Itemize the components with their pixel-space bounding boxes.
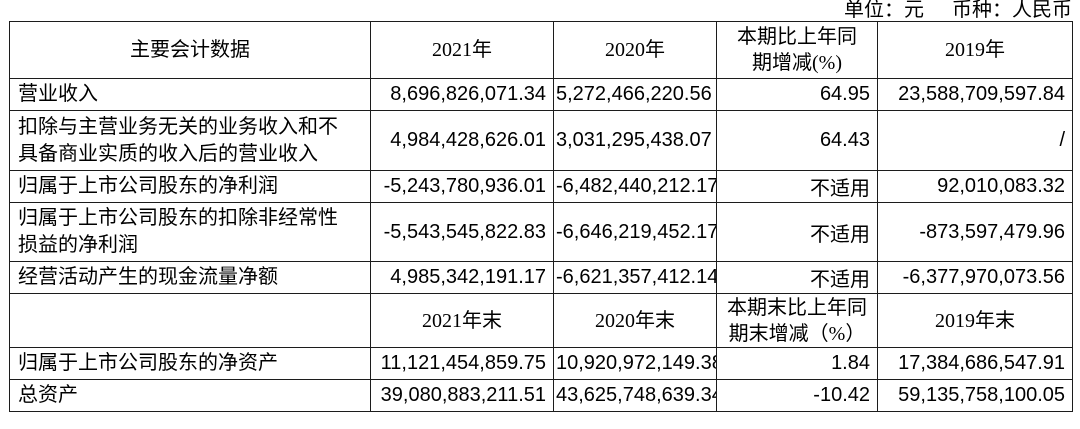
value-2019: 23,588,709,597.84 <box>877 78 1073 111</box>
value-2020: -6,621,357,412.14 <box>553 261 717 294</box>
col-header-blank <box>9 293 371 348</box>
col-header-2019-end: 2019年末 <box>877 293 1073 348</box>
col-header-metric: 主要会计数据 <box>9 21 371 79</box>
value-2020: 3,031,295,438.07 <box>553 110 717 171</box>
table-row: 扣除与主营业务无关的业务收入和不具备商业实质的收入后的营业收入 4,984,42… <box>9 110 1073 171</box>
value-2019: -6,377,970,073.56 <box>877 261 1073 294</box>
value-change: 不适用 <box>716 202 878 262</box>
value-2019: / <box>877 110 1073 171</box>
value-2020-end: 43,625,748,639.34 <box>553 379 717 412</box>
row-label: 经营活动产生的现金流量净额 <box>9 261 371 294</box>
value-2021: -5,543,545,822.83 <box>370 202 554 262</box>
row-label: 营业收入 <box>9 78 371 111</box>
col-header-endpoint-change: 本期末比上年同期末增减（%） <box>716 293 878 348</box>
value-change: 1.84 <box>716 347 878 380</box>
value-2021: 4,984,428,626.01 <box>370 110 554 171</box>
value-2021-end: 11,121,454,859.75 <box>370 347 554 380</box>
value-2019-end: 59,135,758,100.05 <box>877 379 1073 412</box>
value-2021: 4,985,342,191.17 <box>370 261 554 294</box>
value-change: 64.43 <box>716 110 878 171</box>
row-label: 归属于上市公司股东的净利润 <box>9 170 371 203</box>
value-2019-end: 17,384,686,547.91 <box>877 347 1073 380</box>
table-row: 总资产 39,080,883,211.51 43,625,748,639.34 … <box>9 379 1073 412</box>
row-label: 扣除与主营业务无关的业务收入和不具备商业实质的收入后的营业收入 <box>9 110 371 171</box>
row-label: 归属于上市公司股东的净资产 <box>9 347 371 380</box>
table-row: 归属于上市公司股东的净利润 -5,243,780,936.01 -6,482,4… <box>9 170 1073 203</box>
value-2019: -873,597,479.96 <box>877 202 1073 262</box>
table-row: 经营活动产生的现金流量净额 4,985,342,191.17 -6,621,35… <box>9 261 1073 294</box>
col-header-2020: 2020年 <box>553 21 717 79</box>
endpoint-header-row: 2021年末 2020年末 本期末比上年同期末增减（%） 2019年末 <box>9 293 1073 348</box>
value-2021-end: 39,080,883,211.51 <box>370 379 554 412</box>
col-header-2019: 2019年 <box>877 21 1073 79</box>
value-change: 不适用 <box>716 261 878 294</box>
table-row: 归属于上市公司股东的净资产 11,121,454,859.75 10,920,9… <box>9 347 1073 380</box>
table-row: 营业收入 8,696,826,071.34 5,272,466,220.56 6… <box>9 78 1073 111</box>
row-label: 总资产 <box>9 379 371 412</box>
value-change: 不适用 <box>716 170 878 203</box>
table-row: 归属于上市公司股东的扣除非经常性损益的净利润 -5,543,545,822.83… <box>9 202 1073 262</box>
value-2021: -5,243,780,936.01 <box>370 170 554 203</box>
key-accounting-data-table: 主要会计数据 2021年 2020年 本期比上年同期增减(%) 2019年 营业… <box>9 21 1073 412</box>
value-2020: -6,482,440,212.17 <box>553 170 717 203</box>
unit-currency-note: 单位：元 币种：人民币 <box>844 0 1072 22</box>
value-2021: 8,696,826,071.34 <box>370 78 554 111</box>
col-header-2021: 2021年 <box>370 21 554 79</box>
col-header-2020-end: 2020年末 <box>553 293 717 348</box>
value-2020: -6,646,219,452.17 <box>553 202 717 262</box>
value-change: -10.42 <box>716 379 878 412</box>
value-2020-end: 10,920,972,149.38 <box>553 347 717 380</box>
col-header-period-change: 本期比上年同期增减(%) <box>716 21 878 79</box>
col-header-period-change-text: 本期比上年同期增减(%) <box>737 26 857 74</box>
row-label: 归属于上市公司股东的扣除非经常性损益的净利润 <box>9 202 371 262</box>
value-2019: 92,010,083.32 <box>877 170 1073 203</box>
period-header-row: 主要会计数据 2021年 2020年 本期比上年同期增减(%) 2019年 <box>9 21 1073 79</box>
col-header-2021-end: 2021年末 <box>370 293 554 348</box>
value-change: 64.95 <box>716 78 878 111</box>
currency-label: 币种：人民币 <box>952 0 1072 21</box>
col-header-endpoint-change-text: 本期末比上年同期末增减（%） <box>727 296 867 345</box>
unit-label: 单位：元 <box>844 0 924 21</box>
value-2020: 5,272,466,220.56 <box>553 78 717 111</box>
